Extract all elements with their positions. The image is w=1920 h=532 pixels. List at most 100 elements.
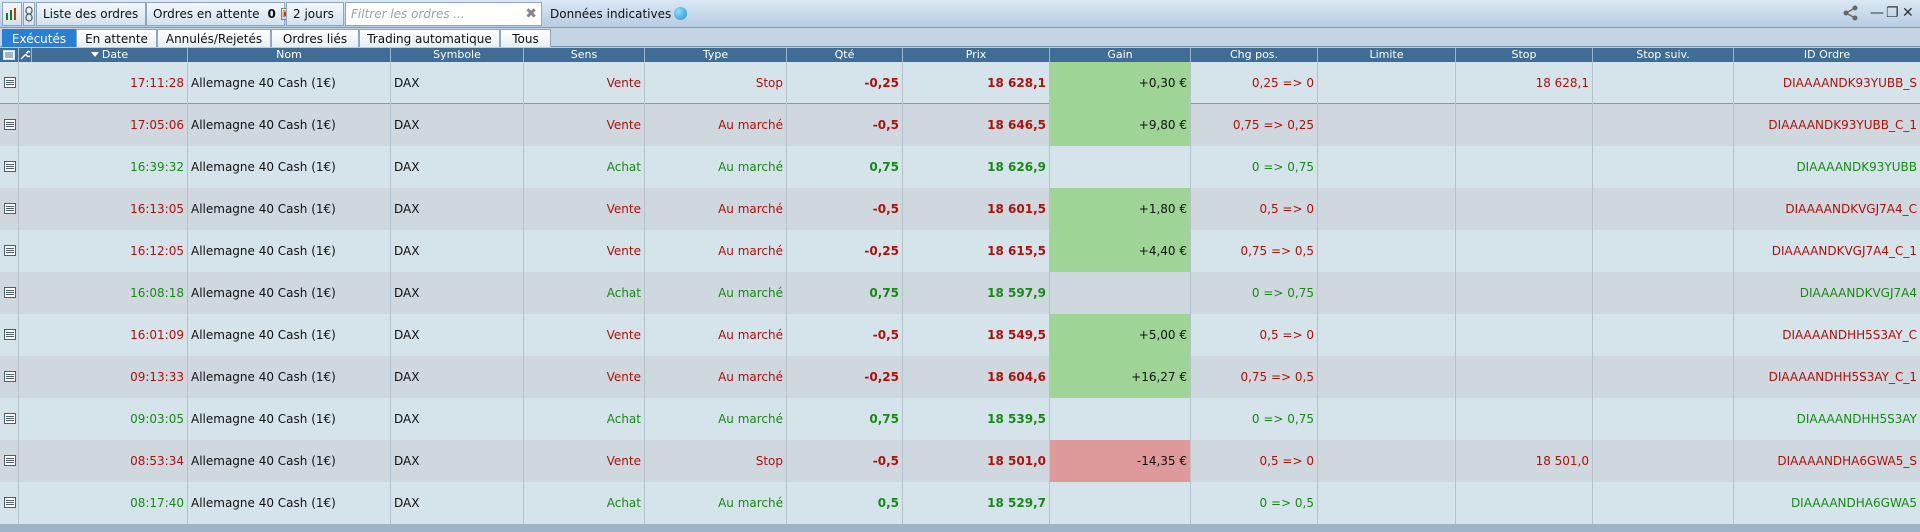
cell-price: 18 626,9 [903, 146, 1050, 188]
clear-filter-icon[interactable]: ✖ [525, 6, 537, 22]
order-details-icon[interactable] [4, 329, 16, 340]
order-list-title[interactable]: Liste des ordres [36, 2, 146, 26]
cell-row-icon[interactable] [0, 440, 19, 482]
column-header-name[interactable]: Nom [188, 48, 391, 62]
tab-automatic-trading[interactable]: Trading automatique [359, 29, 500, 47]
table-row[interactable]: 17:05:06 Allemagne 40 Cash (1€) DAX Vente Au… [0, 104, 1920, 146]
share-icon[interactable] [1842, 5, 1860, 21]
column-header-label: Limite [1369, 48, 1404, 61]
order-details-icon[interactable] [4, 245, 16, 256]
cell-quantity: 0,75 [787, 272, 903, 314]
column-header-order-id[interactable]: ID Ordre [1734, 48, 1920, 62]
table-row[interactable]: 16:39:32 Allemagne 40 Cash (1€) DAX Achat Au… [0, 146, 1920, 188]
table-row[interactable]: 09:13:33 Allemagne 40 Cash (1€) DAX Vente Au… [0, 356, 1920, 398]
table-row[interactable]: 16:01:09 Allemagne 40 Cash (1€) DAX Vente Au… [0, 314, 1920, 356]
table-row[interactable]: 08:17:40 Allemagne 40 Cash (1€) DAX Achat Au… [0, 482, 1920, 524]
column-header-position-change[interactable]: Chg pos. [1191, 48, 1318, 62]
cell-trailing-stop [1593, 398, 1734, 440]
column-header-symbol[interactable]: Symbole [391, 48, 524, 62]
cell-order-id: DIAAAANDKVGJ7A4 [1799, 286, 1917, 300]
table-row[interactable]: 16:13:05 Allemagne 40 Cash (1€) DAX Vente Au… [0, 188, 1920, 230]
info-bubble-icon[interactable] [674, 7, 688, 20]
order-details-icon[interactable] [4, 455, 16, 466]
settings-column[interactable] [19, 48, 32, 62]
cell-position-change: 0,5 => 0 [1191, 440, 1318, 482]
cell-stop [1456, 146, 1593, 188]
cell-trailing-stop [1593, 146, 1734, 188]
column-header-date[interactable]: Date [32, 48, 188, 62]
cell-row-icon[interactable] [0, 230, 19, 272]
indicative-data-label: Données indicatives [550, 7, 672, 21]
cell-gain [1050, 272, 1191, 314]
pending-orders-count: 0 [267, 7, 276, 21]
cell-row-icon[interactable] [0, 398, 19, 440]
filter-orders-field[interactable]: ✖ [345, 2, 542, 26]
cell-price: 18 549,5 [903, 314, 1050, 356]
cell-row-icon[interactable] [0, 482, 19, 524]
order-details-icon[interactable] [4, 203, 16, 214]
pending-orders-button[interactable]: Ordres en attente 0 ▣ [146, 2, 292, 26]
cell-row-icon[interactable] [0, 104, 19, 146]
cell-name: Allemagne 40 Cash (1€) [188, 482, 391, 524]
order-details-icon[interactable] [4, 119, 16, 130]
column-header-quantity[interactable]: Qté [787, 48, 903, 62]
tab-linked-orders[interactable]: Ordres liés [271, 29, 359, 47]
cell-order-id: DIAAAANDK93YUBB_C_1 [1768, 118, 1917, 132]
column-header-stop[interactable]: Stop [1456, 48, 1593, 62]
column-header-side[interactable]: Sens [524, 48, 645, 62]
column-header-type[interactable]: Type [645, 48, 787, 62]
tab-all[interactable]: Tous [500, 29, 551, 47]
table-row[interactable]: 17:11:28 Allemagne 40 Cash (1€) DAX Vente St… [0, 62, 1920, 104]
column-header-trailing-stop[interactable]: Stop suiv. [1593, 48, 1734, 62]
order-details-icon[interactable] [4, 371, 16, 382]
cell-row-icon[interactable] [0, 188, 19, 230]
column-header-label: Gain [1107, 48, 1133, 61]
column-header-limit[interactable]: Limite [1318, 48, 1456, 62]
cell-symbol: DAX [391, 272, 524, 314]
cell-symbol: DAX [391, 398, 524, 440]
cell-quantity: -0,25 [787, 356, 903, 398]
cell-row-icon[interactable] [0, 272, 19, 314]
order-details-icon[interactable] [4, 161, 16, 172]
link-icon[interactable] [23, 2, 35, 26]
cell-trailing-stop [1593, 356, 1734, 398]
filter-orders-input[interactable] [346, 3, 516, 25]
minimize-icon[interactable]: — [1870, 5, 1884, 21]
restore-icon[interactable]: ❐ [1886, 5, 1899, 21]
table-row[interactable]: 09:03:05 Allemagne 40 Cash (1€) DAX Achat Au… [0, 398, 1920, 440]
close-icon[interactable]: ✕ [1902, 5, 1914, 21]
tab-cancelled-rejected[interactable]: Annulés/Rejetés [157, 29, 271, 47]
tab-pending[interactable]: En attente [76, 29, 157, 47]
table-row[interactable]: 16:12:05 Allemagne 40 Cash (1€) DAX Vente Au… [0, 230, 1920, 272]
cell-symbol: DAX [391, 440, 524, 482]
order-details-icon[interactable] [4, 287, 16, 298]
order-list-title-label: Liste des ordres [43, 7, 139, 21]
cell-row-icon[interactable] [0, 356, 19, 398]
cell-position-change: 0 => 0,75 [1191, 272, 1318, 314]
cell-stop [1456, 230, 1593, 272]
cell-gain [1050, 146, 1191, 188]
cell-row-icon[interactable] [0, 314, 19, 356]
cell-row-icon[interactable] [0, 146, 19, 188]
cell-order-id: DIAAAANDKVGJ7A4_C [1785, 202, 1917, 216]
list-icon [3, 50, 15, 60]
cell-side: Vente [524, 440, 645, 482]
cell-row-icon[interactable] [0, 62, 19, 104]
column-header-label: Date [101, 48, 129, 61]
column-header-gain[interactable]: Gain [1050, 48, 1191, 62]
chart-icon[interactable] [2, 2, 22, 26]
sort-desc-icon [90, 52, 99, 57]
cell-date: 16:01:09 [19, 314, 188, 356]
order-details-icon[interactable] [4, 77, 16, 88]
period-select[interactable]: 2 jours [286, 2, 344, 26]
tab-executed[interactable]: Exécutés [2, 29, 76, 47]
cell-stop [1456, 104, 1593, 146]
order-details-icon[interactable] [4, 497, 16, 508]
column-header-price[interactable]: Prix [903, 48, 1050, 62]
cell-side: Achat [524, 398, 645, 440]
order-details-icon[interactable] [4, 413, 16, 424]
cell-price: 18 539,5 [903, 398, 1050, 440]
table-row[interactable]: 16:08:18 Allemagne 40 Cash (1€) DAX Achat Au… [0, 272, 1920, 314]
table-row[interactable]: 08:53:34 Allemagne 40 Cash (1€) DAX Vente St… [0, 440, 1920, 482]
cell-gain: +16,27 € [1050, 356, 1191, 398]
